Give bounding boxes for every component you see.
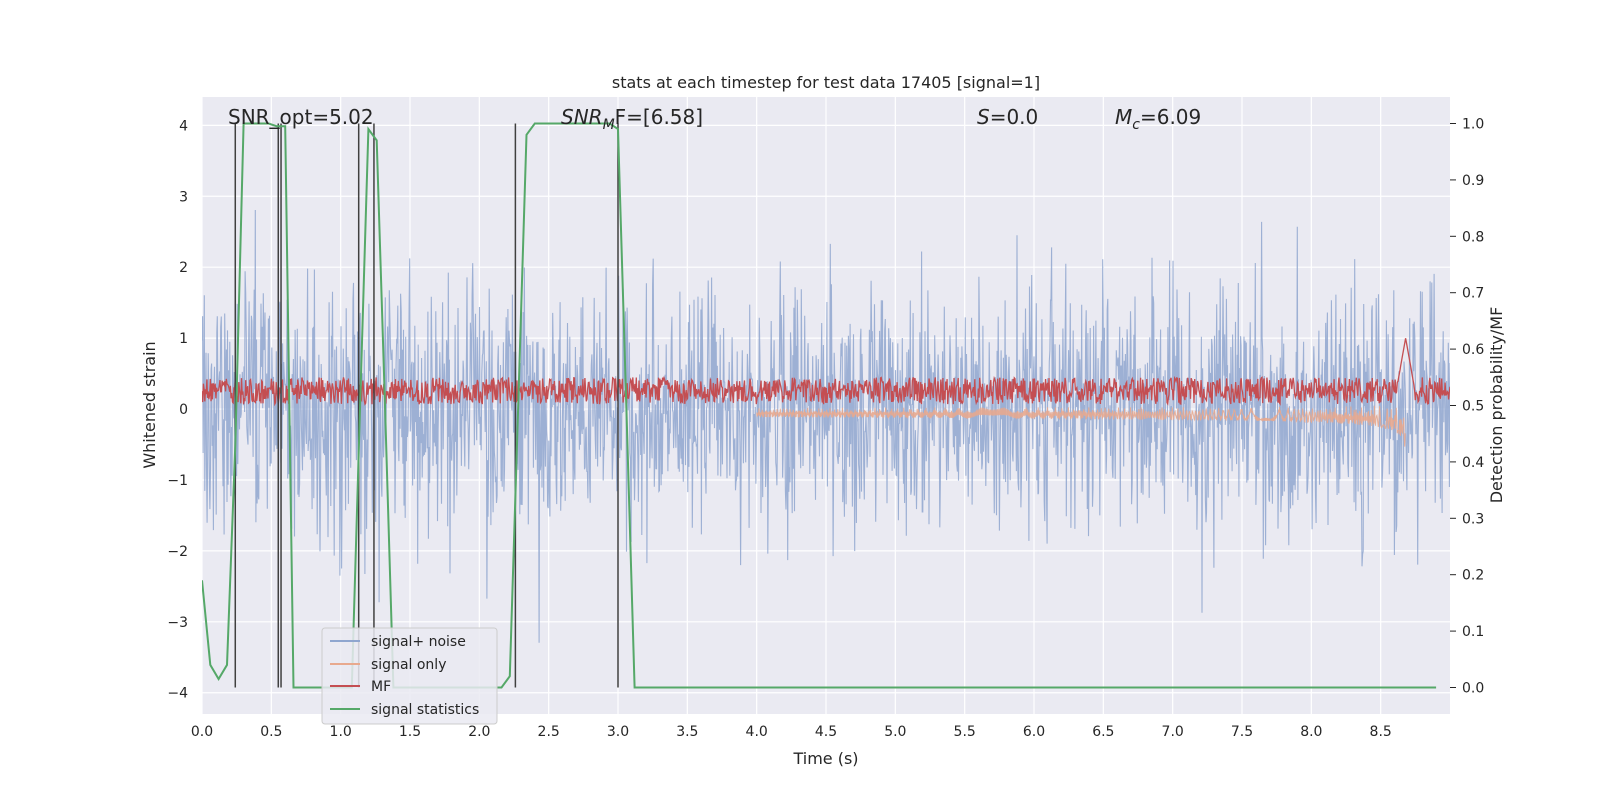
mf-line (202, 338, 1450, 407)
y2-tick-label: 0.4 (1462, 455, 1484, 471)
snr-mf-symbol: SNR (561, 105, 603, 129)
x-tick-label: 1.5 (399, 724, 421, 740)
y2-tick-label: 0.5 (1462, 399, 1484, 415)
y-tick-label: 4 (179, 118, 188, 134)
x-tick-label: 8.5 (1370, 724, 1392, 740)
x-tick-label: 7.0 (1162, 724, 1184, 740)
snr-mf-annotation: SNRMF=[6.58] (561, 105, 703, 133)
y2-axis-label: Detection probability/MF (1487, 307, 1506, 504)
mc-annotation: Mc=6.09 (1115, 105, 1201, 133)
x-tick-label: 7.5 (1231, 724, 1253, 740)
y-tick-label: 3 (179, 189, 188, 205)
snr-mf-subscript: M (603, 117, 615, 133)
s-symbol: S (977, 105, 990, 129)
legend-label-signal-only: signal only (371, 657, 446, 673)
x-tick-label: 2.0 (468, 724, 490, 740)
x-tick-label: 3.0 (607, 724, 629, 740)
y-axis-label: Whitened strain (140, 341, 159, 468)
s-value: =0.0 (990, 105, 1039, 129)
y-tick-label: −2 (167, 544, 188, 560)
s-annotation: S=0.0 (977, 105, 1038, 129)
snr-opt-annotation: SNR_opt=5.02 (228, 105, 374, 129)
y2-tick-label: 0.2 (1462, 568, 1484, 584)
vertical-markers (234, 123, 619, 688)
chart-title: stats at each timestep for test data 174… (612, 73, 1040, 92)
x-axis-label: Time (s) (792, 749, 858, 768)
x-tick-label: 0.5 (260, 724, 282, 740)
y2-tick-label: 0.9 (1462, 173, 1484, 189)
legend-label-signal-statistics: signal statistics (371, 702, 479, 718)
legend: signal+ noise signal only MF signal stat… (321, 627, 498, 725)
mc-value: =6.09 (1140, 105, 1201, 129)
axis-ticks: 0.0 0.5 1.0 1.5 2.0 2.5 3.0 3.5 4.0 4.5 5.0 5.5 6.0 6… (167, 117, 1484, 740)
signal-noise-series (202, 209, 1450, 643)
y-tick-label: 0 (179, 402, 188, 418)
x-tick-label: 4.5 (815, 724, 837, 740)
legend-label-signal-noise: signal+ noise (371, 634, 466, 650)
y2-tick-label: 0.3 (1462, 511, 1484, 527)
y-tick-label: −3 (167, 615, 188, 631)
signal-noise-line (202, 209, 1450, 643)
y2-tick-label: 0.8 (1462, 229, 1484, 245)
x-tick-label: 5.0 (884, 724, 906, 740)
y2-tick-label: 0.0 (1462, 680, 1484, 696)
signal-only-line (756, 405, 1406, 447)
mc-symbol: M (1115, 105, 1132, 129)
y2-tick-label: 0.6 (1462, 342, 1484, 358)
x-tick-label: 6.0 (1023, 724, 1045, 740)
x-tick-label: 3.5 (676, 724, 698, 740)
y-tick-label: 1 (179, 331, 188, 347)
x-tick-label: 8.0 (1300, 724, 1322, 740)
y2-tick-label: 0.7 (1462, 286, 1484, 302)
signal-only-series (756, 405, 1406, 447)
y-tick-label: 2 (179, 260, 188, 276)
y2-tick-label: 1.0 (1462, 117, 1484, 133)
y-tick-label: −1 (167, 473, 188, 489)
x-tick-label: 0.0 (191, 724, 213, 740)
y2-tick-label: 0.1 (1462, 624, 1484, 640)
x-tick-label: 4.0 (746, 724, 768, 740)
mf-series (202, 338, 1450, 407)
x-tick-label: 5.5 (954, 724, 976, 740)
x-tick-label: 6.5 (1092, 724, 1114, 740)
legend-frame (321, 627, 498, 725)
x-tick-label: 2.5 (538, 724, 560, 740)
mc-subscript: c (1132, 117, 1140, 133)
snr-mf-value: F=[6.58] (615, 105, 703, 129)
legend-label-mf: MF (371, 679, 391, 695)
y-tick-label: −4 (167, 686, 188, 702)
x-tick-label: 1.0 (330, 724, 352, 740)
